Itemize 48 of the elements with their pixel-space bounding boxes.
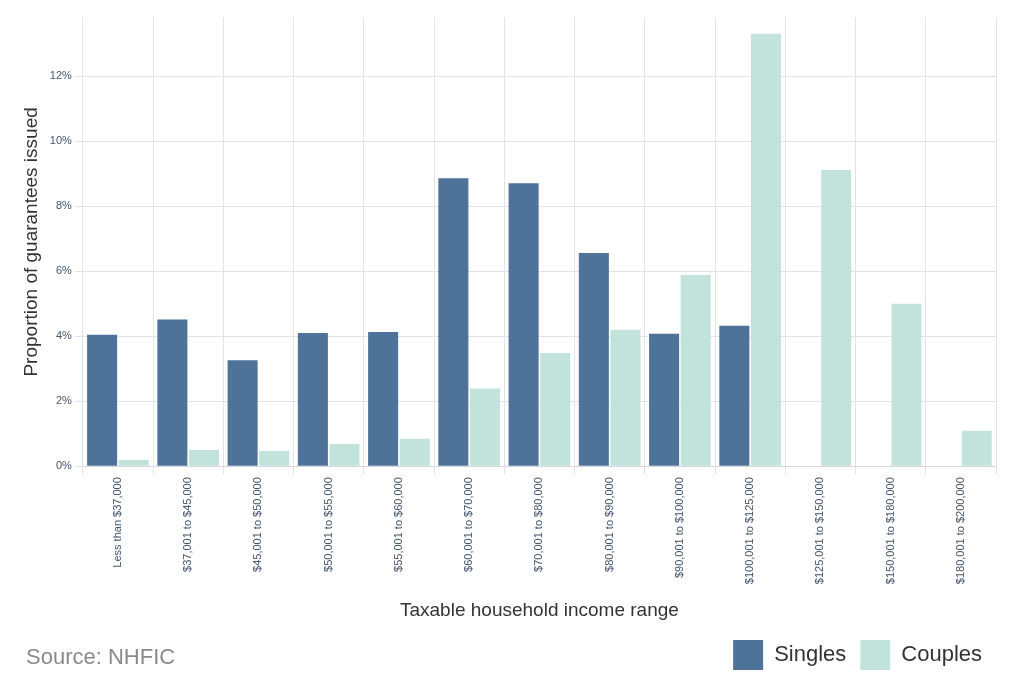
source-note: Source: NHFIC [26,644,176,670]
bar [680,275,711,466]
bar [368,331,399,466]
y-axis-title: Proportion of guarantees issued [19,107,41,377]
bar [649,333,680,466]
legend-label: Couples [901,641,982,667]
bar [329,444,360,466]
bar [821,170,852,466]
bar [719,325,750,466]
bar [750,33,781,466]
x-tick-label: $90,001 to $100,000 [672,477,685,579]
x-tick-label: $60,001 to $70,000 [462,477,475,572]
x-axis-title: Taxable household income range [399,598,679,620]
y-tick-label: 0% [55,459,73,472]
y-tick-label: 10% [49,134,73,147]
x-tick-label: Less than $37,000 [110,477,123,568]
bar [227,360,258,466]
bar [259,450,290,466]
bar [610,329,641,466]
x-tick-label: $150,001 to $180,000 [883,477,896,585]
bar [157,319,188,466]
x-tick-label: $50,001 to $55,000 [321,477,334,572]
x-tick-label: $180,001 to $200,000 [953,477,966,585]
bar [188,449,219,466]
bar [891,303,922,466]
y-tick-label: 2% [55,394,73,407]
bar [297,332,328,466]
x-tick-label: $80,001 to $90,000 [602,477,615,572]
bar [438,178,469,466]
bar [469,388,500,466]
x-tick-label: $100,001 to $125,000 [743,477,756,585]
y-tick-label: 4% [55,329,73,342]
x-tick-label: $125,001 to $150,000 [813,477,826,585]
y-tick-label: 12% [49,69,73,82]
legend-label: Singles [774,641,847,667]
bar [540,353,571,466]
y-tick-label: 6% [55,264,73,277]
x-tick-label: $55,001 to $60,000 [391,477,404,572]
bar [961,430,992,466]
x-tick-label: $45,001 to $50,000 [251,477,264,572]
x-tick-label: $70,001 to $80,000 [532,477,545,572]
y-tick-label: 8% [55,199,73,212]
bar [578,252,609,466]
x-tick-label: $37,001 to $45,000 [181,477,194,572]
bar [508,183,539,466]
bar [399,438,430,466]
bar [87,334,118,466]
bar [118,459,149,466]
